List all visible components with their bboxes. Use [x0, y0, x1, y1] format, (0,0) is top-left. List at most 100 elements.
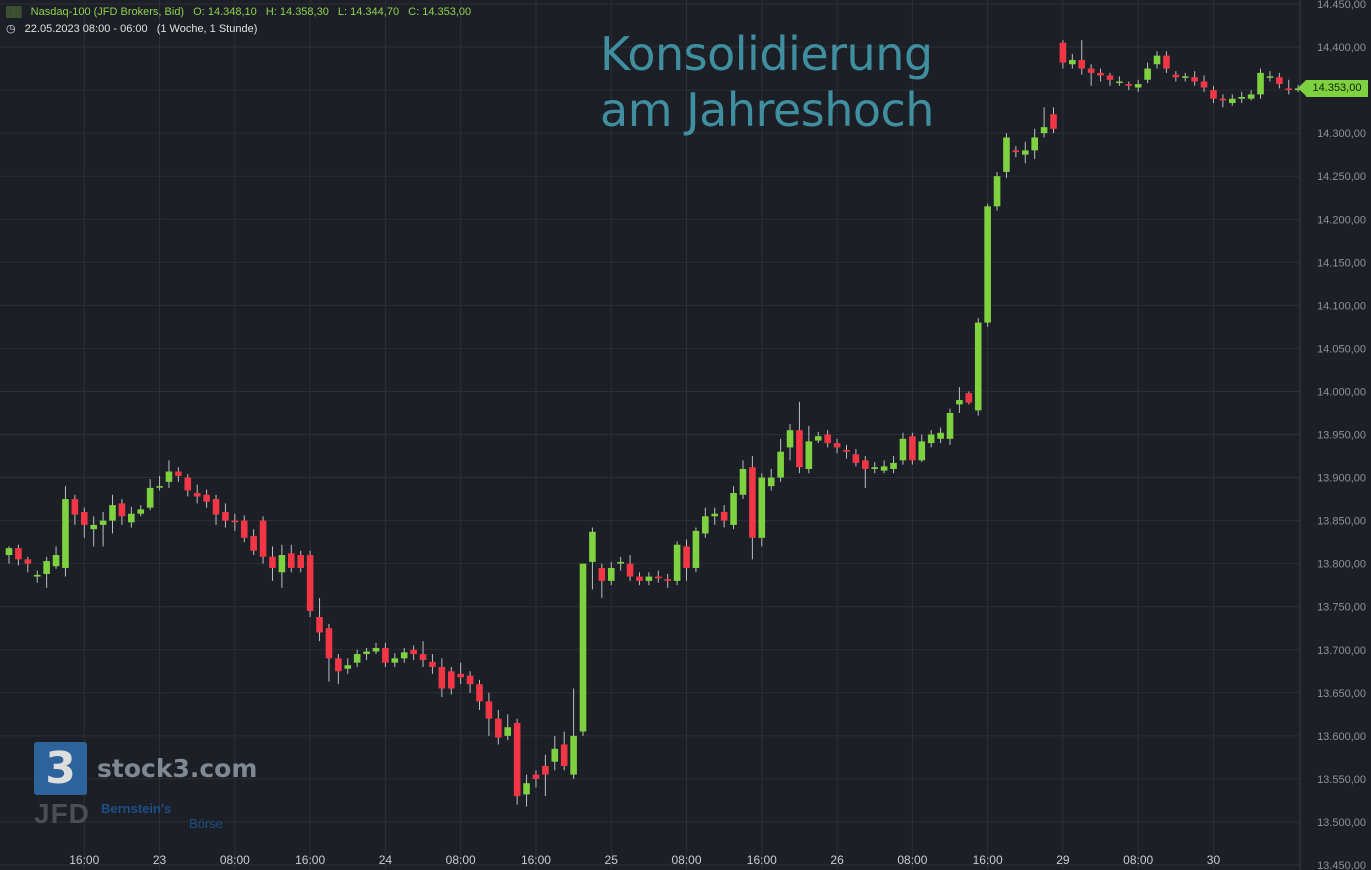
- candle[interactable]: [814, 431, 822, 444]
- clock-icon[interactable]: ◷: [6, 23, 16, 35]
- candle[interactable]: [1021, 141, 1029, 164]
- candle[interactable]: [231, 513, 239, 531]
- candle[interactable]: [325, 623, 333, 682]
- candle[interactable]: [786, 424, 794, 461]
- candle[interactable]: [617, 556, 624, 571]
- candle[interactable]: [1050, 107, 1057, 134]
- candle[interactable]: [466, 671, 474, 693]
- candle[interactable]: [720, 505, 728, 528]
- candle[interactable]: [269, 546, 276, 581]
- candle[interactable]: [1266, 71, 1274, 82]
- candle[interactable]: [673, 541, 681, 586]
- candle[interactable]: [683, 539, 690, 581]
- candle[interactable]: [43, 556, 50, 588]
- candle[interactable]: [128, 506, 135, 528]
- candle[interactable]: [796, 401, 803, 474]
- candle[interactable]: [400, 648, 408, 663]
- candle[interactable]: [918, 434, 926, 463]
- candle[interactable]: [805, 425, 813, 474]
- candle[interactable]: [654, 570, 662, 583]
- candle[interactable]: [316, 598, 323, 642]
- candle[interactable]: [1229, 94, 1236, 106]
- candle[interactable]: [711, 507, 719, 525]
- candle[interactable]: [1285, 79, 1293, 95]
- candle[interactable]: [495, 710, 502, 745]
- candle[interactable]: [15, 544, 22, 566]
- candle[interactable]: [767, 468, 775, 491]
- candle[interactable]: [909, 432, 916, 465]
- x-axis[interactable]: 16:00 23 08:00 16:00 24 08:00 16:00 25 08:00 16:0…: [69, 853, 1220, 867]
- candle[interactable]: [306, 550, 314, 618]
- candle[interactable]: [485, 692, 493, 736]
- candle[interactable]: [1003, 133, 1010, 178]
- candle[interactable]: [579, 563, 587, 736]
- candle[interactable]: [984, 203, 991, 327]
- candle[interactable]: [532, 770, 540, 788]
- candle[interactable]: [193, 484, 201, 504]
- candle[interactable]: [636, 572, 643, 586]
- candle[interactable]: [429, 654, 436, 674]
- candle[interactable]: [184, 474, 192, 497]
- candle[interactable]: [1144, 62, 1151, 84]
- candle[interactable]: [1031, 128, 1038, 159]
- candle[interactable]: [90, 516, 97, 547]
- candle[interactable]: [1200, 75, 1208, 92]
- candle[interactable]: [1163, 51, 1170, 73]
- candle[interactable]: [749, 456, 756, 560]
- candle[interactable]: [297, 550, 305, 573]
- candle[interactable]: [974, 318, 982, 416]
- candle[interactable]: [1125, 81, 1133, 91]
- candle[interactable]: [175, 467, 182, 482]
- candle[interactable]: [1116, 76, 1123, 86]
- candle[interactable]: [1012, 146, 1020, 158]
- candle[interactable]: [212, 494, 220, 525]
- candle[interactable]: [1069, 53, 1076, 69]
- candle[interactable]: [758, 473, 766, 547]
- candle[interactable]: [777, 438, 784, 482]
- candle[interactable]: [419, 641, 427, 667]
- candle[interactable]: [24, 556, 32, 573]
- candle[interactable]: [71, 494, 79, 525]
- candle[interactable]: [664, 573, 671, 588]
- candle[interactable]: [551, 735, 559, 771]
- candle[interactable]: [382, 642, 389, 667]
- candle[interactable]: [438, 658, 446, 698]
- candle[interactable]: [391, 653, 399, 667]
- candle[interactable]: [353, 649, 361, 667]
- candle[interactable]: [880, 460, 888, 474]
- candle[interactable]: [843, 444, 850, 459]
- candle[interactable]: [5, 546, 13, 564]
- candle[interactable]: [118, 499, 126, 525]
- candle[interactable]: [99, 511, 107, 547]
- candle[interactable]: [542, 754, 549, 797]
- candle[interactable]: [927, 430, 935, 448]
- candle[interactable]: [80, 507, 88, 538]
- candle[interactable]: [1219, 94, 1227, 108]
- candle[interactable]: [899, 432, 907, 465]
- y-axis[interactable]: 13.450,00 13.500,00 13.550,00 13.600,00 13.6…: [1317, 0, 1366, 870]
- candle[interactable]: [410, 645, 417, 661]
- candle[interactable]: [137, 505, 145, 517]
- candle[interactable]: [560, 731, 568, 771]
- candle[interactable]: [645, 572, 653, 586]
- candle[interactable]: [156, 475, 163, 491]
- candle[interactable]: [33, 570, 41, 583]
- candle[interactable]: [1276, 72, 1283, 89]
- candle[interactable]: [523, 774, 530, 807]
- chart-type-icon[interactable]: ▒▒: [6, 6, 22, 18]
- candle[interactable]: [607, 561, 615, 586]
- candle[interactable]: [335, 654, 342, 685]
- candle[interactable]: [146, 479, 154, 511]
- candle[interactable]: [203, 489, 210, 508]
- candle[interactable]: [165, 460, 173, 488]
- candle[interactable]: [833, 438, 841, 454]
- candle[interactable]: [1040, 107, 1048, 138]
- candle[interactable]: [1106, 72, 1114, 86]
- candle[interactable]: [250, 529, 257, 556]
- candle[interactable]: [702, 507, 709, 538]
- candle[interactable]: [890, 456, 897, 474]
- candle[interactable]: [1134, 79, 1142, 92]
- candle[interactable]: [965, 391, 973, 405]
- candle[interactable]: [62, 486, 69, 577]
- candle[interactable]: [504, 714, 512, 741]
